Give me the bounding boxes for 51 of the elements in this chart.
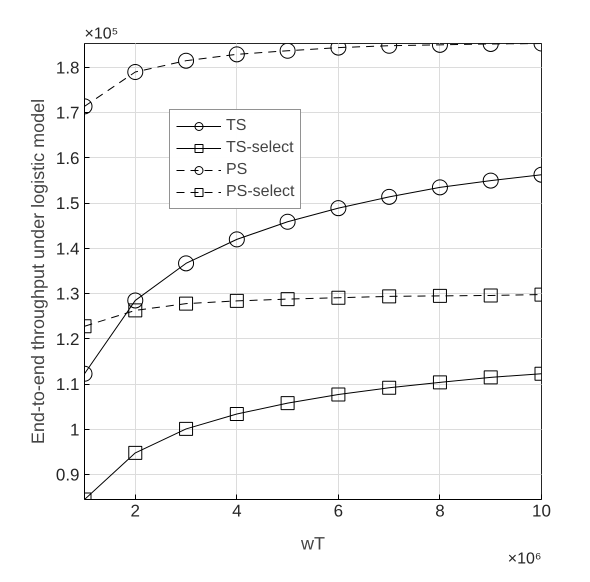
y-tick-label: 1.2 — [56, 330, 80, 349]
point — [128, 446, 142, 460]
point — [230, 294, 244, 308]
point — [330, 200, 346, 216]
legend-label: PS-select — [226, 183, 294, 201]
y-axis-title: End-to-end throughput under logistic model — [28, 98, 48, 444]
point — [484, 370, 498, 384]
point — [280, 396, 295, 410]
point — [280, 214, 296, 230]
x-tick-label: 6 — [334, 502, 344, 520]
point — [280, 292, 295, 306]
point — [178, 255, 194, 272]
text: ×10⁵ — [84, 26, 118, 42]
y-tick-label: 0.9 — [56, 466, 80, 485]
point — [280, 44, 296, 59]
y-tick-label: 1.6 — [56, 148, 80, 168]
legend-label: PS — [226, 161, 248, 179]
point — [228, 46, 245, 62]
point — [179, 296, 194, 311]
point — [230, 407, 244, 421]
point — [432, 288, 447, 303]
x-axis-title: wT — [300, 534, 326, 554]
point — [382, 380, 396, 395]
point — [482, 172, 499, 189]
x-tick-label: 10 — [532, 502, 551, 520]
point — [178, 52, 194, 69]
text: ×10⁶ — [508, 550, 542, 568]
y-tick-label: 1.8 — [56, 58, 80, 78]
point — [484, 288, 498, 302]
point — [331, 290, 346, 305]
x-tick-label: 4 — [232, 502, 242, 520]
x-tick-label: 8 — [435, 502, 445, 520]
legend-label: TS — [226, 117, 246, 135]
legend-label: TS-select — [226, 139, 294, 157]
x-tick-label: 2 — [130, 502, 140, 520]
point — [381, 188, 398, 205]
point — [432, 179, 448, 196]
point — [382, 289, 396, 304]
point — [127, 292, 144, 308]
y-tick-label: 1.5 — [56, 194, 80, 214]
y-tick-label: 1 — [70, 420, 80, 440]
y-tick-label: 1.7 — [56, 104, 80, 123]
point — [127, 64, 144, 80]
y-tick-label: 1.3 — [56, 284, 80, 304]
point — [432, 375, 447, 390]
point — [331, 388, 346, 402]
point — [179, 422, 194, 436]
y-tick-label: 1.4 — [56, 239, 80, 258]
y-tick-label: 1.1 — [56, 375, 80, 394]
point — [228, 231, 245, 248]
point — [128, 303, 142, 318]
